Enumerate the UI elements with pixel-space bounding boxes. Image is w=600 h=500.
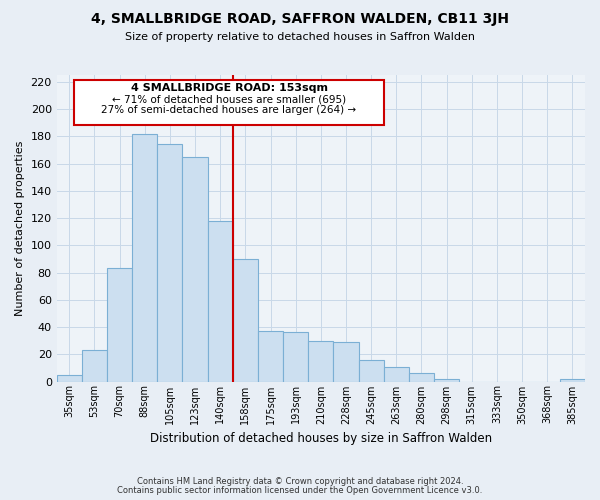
Bar bbox=[359, 360, 384, 382]
Bar bbox=[132, 134, 157, 382]
Text: Contains HM Land Registry data © Crown copyright and database right 2024.: Contains HM Land Registry data © Crown c… bbox=[137, 477, 463, 486]
Text: 4 SMALLBRIDGE ROAD: 153sqm: 4 SMALLBRIDGE ROAD: 153sqm bbox=[131, 83, 328, 93]
Bar bbox=[82, 350, 107, 382]
Bar bbox=[560, 379, 585, 382]
Bar bbox=[233, 259, 258, 382]
Text: 27% of semi-detached houses are larger (264) →: 27% of semi-detached houses are larger (… bbox=[101, 105, 356, 115]
Bar bbox=[334, 342, 359, 382]
Text: 4, SMALLBRIDGE ROAD, SAFFRON WALDEN, CB11 3JH: 4, SMALLBRIDGE ROAD, SAFFRON WALDEN, CB1… bbox=[91, 12, 509, 26]
Text: ← 71% of detached houses are smaller (695): ← 71% of detached houses are smaller (69… bbox=[112, 94, 346, 104]
Bar bbox=[182, 156, 208, 382]
Y-axis label: Number of detached properties: Number of detached properties bbox=[15, 140, 25, 316]
Bar bbox=[308, 340, 334, 382]
Bar bbox=[434, 379, 459, 382]
Bar bbox=[258, 331, 283, 382]
Text: Size of property relative to detached houses in Saffron Walden: Size of property relative to detached ho… bbox=[125, 32, 475, 42]
Text: Contains public sector information licensed under the Open Government Licence v3: Contains public sector information licen… bbox=[118, 486, 482, 495]
Bar bbox=[157, 144, 182, 382]
Bar bbox=[283, 332, 308, 382]
Bar bbox=[208, 221, 233, 382]
Bar bbox=[107, 268, 132, 382]
FancyBboxPatch shape bbox=[74, 80, 384, 126]
Bar bbox=[56, 374, 82, 382]
Bar bbox=[384, 366, 409, 382]
X-axis label: Distribution of detached houses by size in Saffron Walden: Distribution of detached houses by size … bbox=[150, 432, 492, 445]
Bar bbox=[409, 374, 434, 382]
